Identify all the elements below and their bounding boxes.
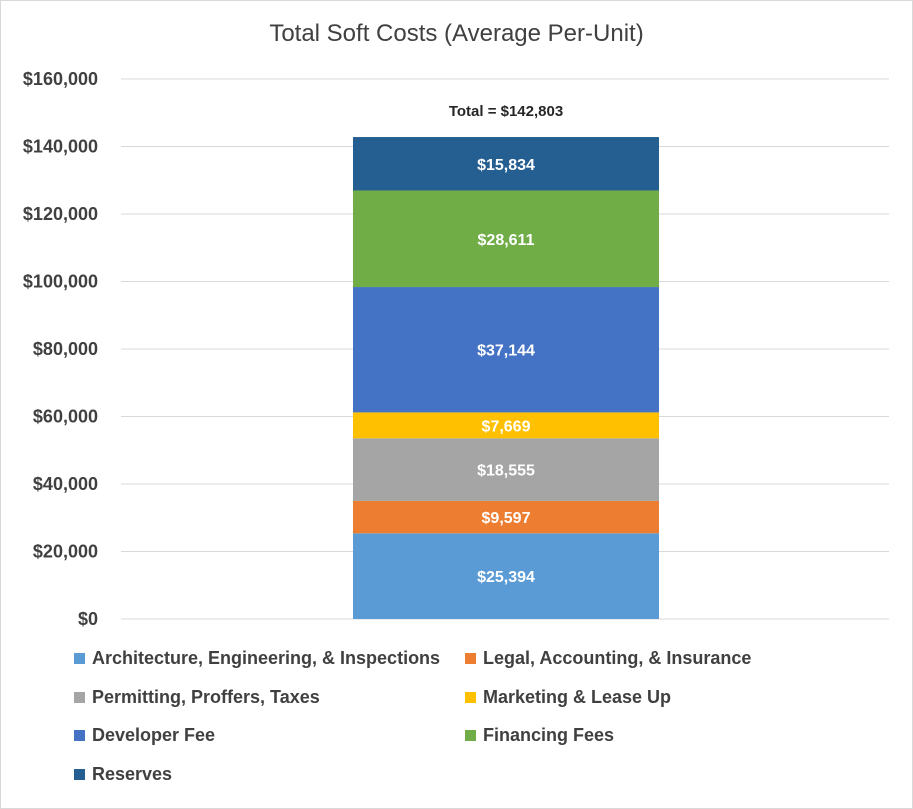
- legend-swatch: [74, 768, 85, 780]
- legend-item: Reserves: [74, 764, 172, 785]
- legend-label: Developer Fee: [92, 725, 216, 745]
- legend-swatch: [74, 691, 85, 703]
- legend-item: Developer Fee: [74, 725, 215, 746]
- legend-swatch: [465, 730, 476, 741]
- bar-segment: [353, 438, 659, 501]
- y-tick-label: $140,000: [23, 137, 98, 157]
- bar-segment: [353, 190, 659, 288]
- legend-swatch: [74, 653, 85, 664]
- bar-segment: [353, 500, 659, 534]
- legend-swatch: [465, 691, 476, 703]
- y-tick-label: $160,000: [23, 69, 98, 89]
- bar-segment: [353, 287, 659, 413]
- data-label: $28,611: [478, 232, 535, 249]
- legend-item: Legal, Accounting, & Insurance: [465, 648, 751, 669]
- legend-item: Financing Fees: [465, 725, 614, 746]
- legend-label: Reserves: [92, 763, 173, 784]
- legend-label: Permitting, Proffers, Taxes: [92, 686, 320, 707]
- legend-label: Architecture, Engineering, & Inspections: [92, 648, 441, 668]
- bar-segment: [353, 412, 659, 439]
- y-tick-label: $100,000: [23, 272, 98, 292]
- legend-item: Architecture, Engineering, & Inspections: [74, 648, 440, 669]
- legend-label: Legal, Accounting, & Insurance: [483, 648, 752, 668]
- y-tick-label: $80,000: [33, 339, 98, 359]
- data-label: $37,144: [477, 343, 535, 360]
- legend-label: Marketing & Lease Up: [483, 686, 672, 707]
- data-label: $25,394: [477, 569, 535, 586]
- y-tick-label: $20,000: [33, 542, 98, 562]
- legend-item: Marketing & Lease Up: [465, 687, 671, 708]
- data-label: $18,555: [477, 463, 535, 480]
- bar-segment: [353, 137, 659, 191]
- legend-label: Financing Fees: [483, 725, 615, 745]
- data-label: $9,597: [482, 510, 531, 527]
- y-tick-label: $0: [78, 609, 98, 629]
- data-label: $7,669: [482, 418, 531, 435]
- chart-title: Total Soft Costs (Average Per-Unit): [269, 20, 644, 47]
- legend-item: Permitting, Proffers, Taxes: [74, 687, 320, 708]
- data-label: $15,834: [477, 157, 535, 174]
- y-tick-label: $40,000: [33, 474, 98, 494]
- total-label: Total = $142,803: [449, 103, 563, 120]
- y-tick-label: $120,000: [23, 204, 98, 224]
- y-tick-label: $60,000: [33, 407, 98, 427]
- legend-swatch: [465, 653, 476, 664]
- bar-segment: [353, 533, 659, 619]
- legend-swatch: [74, 730, 85, 741]
